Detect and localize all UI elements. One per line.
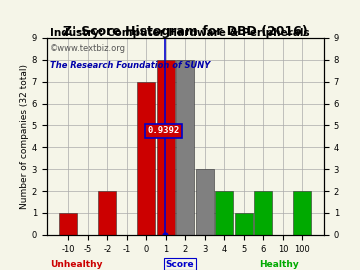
Bar [215,191,233,235]
Text: 0.9392: 0.9392 [148,126,180,135]
Bar [157,60,175,235]
Bar [293,191,311,235]
Text: Unhealthy: Unhealthy [50,260,103,269]
Text: The Research Foundation of SUNY: The Research Foundation of SUNY [50,62,210,70]
Bar [98,191,116,235]
Bar [176,60,194,235]
Bar [235,213,253,235]
Title: Z'-Score Histogram for DBD (2016): Z'-Score Histogram for DBD (2016) [63,25,308,38]
Text: Healthy: Healthy [259,260,299,269]
Text: Score: Score [166,260,194,269]
Bar [196,169,214,235]
Bar [255,191,273,235]
Y-axis label: Number of companies (32 total): Number of companies (32 total) [20,64,29,209]
Text: ©www.textbiz.org: ©www.textbiz.org [50,44,126,53]
Bar [138,82,156,235]
Bar [59,213,77,235]
Text: Industry: Computer Hardware & Peripherals: Industry: Computer Hardware & Peripheral… [50,28,310,38]
